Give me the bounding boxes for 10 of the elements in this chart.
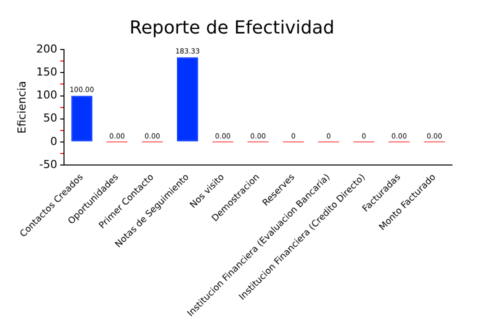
- y-tick-label: -50: [39, 158, 58, 171]
- y-tick-label: 200: [36, 42, 58, 56]
- bar: [177, 57, 198, 142]
- bar: [71, 96, 92, 142]
- y-tick-label: 50: [43, 112, 58, 125]
- chart-title: Reporte de Efectividad: [130, 17, 334, 38]
- y-tick-label: 0: [50, 134, 58, 148]
- y-tick-label: 100: [36, 88, 58, 102]
- y-axis-title: Eficiencia: [15, 81, 28, 134]
- y-tick-label: 150: [36, 66, 58, 79]
